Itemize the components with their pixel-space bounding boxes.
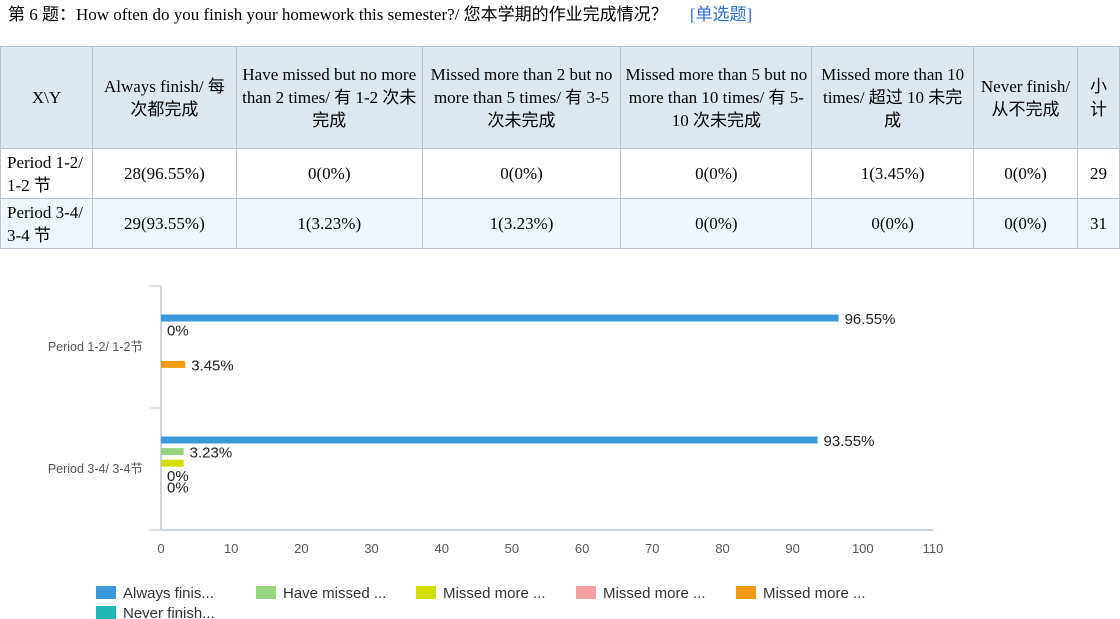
question-type-label: [单选题]	[689, 5, 753, 24]
data-label: 0%	[167, 479, 189, 496]
legend-label: Always finis...	[123, 585, 214, 602]
column-header: Missed more than 2 but no more than 5 ti…	[421, 46, 622, 149]
data-label: 0%	[167, 323, 189, 340]
x-tick-label: 80	[715, 541, 729, 556]
legend-label: Have missed ...	[283, 585, 386, 602]
x-tick-label: 110	[923, 541, 944, 556]
table-row: Period 3-4/ 3-4 节 29(93.55%) 1(3.23%) 1(…	[0, 198, 1120, 249]
x-tick-label: 30	[364, 541, 378, 556]
table-header-row: X\Y Always finish/ 每次都完成 Have missed but…	[0, 46, 1120, 149]
x-tick-label: 40	[434, 541, 448, 556]
x-tick-label: 10	[224, 541, 238, 556]
legend-swatch	[576, 586, 596, 599]
legend-label: Missed more ...	[763, 585, 866, 602]
table-cell: 1(3.45%)	[811, 148, 975, 199]
column-header: Have missed but no more than 2 times/ 有 …	[235, 46, 423, 149]
corner-header: X\Y	[0, 46, 93, 149]
data-label: 0%	[167, 468, 189, 485]
x-tick-label: 90	[785, 541, 799, 556]
legend-swatch	[96, 586, 116, 599]
legend-swatch	[96, 606, 116, 619]
x-tick-label: 60	[575, 541, 589, 556]
x-tick-label: 20	[294, 541, 308, 556]
table-cell: 0(0%)	[620, 198, 813, 249]
bar	[161, 436, 818, 444]
x-tick-label: 0	[157, 541, 164, 556]
question-text: 第 6 题：How often do you finish your homew…	[8, 5, 668, 24]
column-header: Missed more than 5 but no more than 10 t…	[620, 46, 813, 149]
legend-label: Missed more ...	[603, 585, 706, 602]
bar-chart: 0 10 20 30 40 50 60 70 80 90 100 110 Period 1-2/ 1-2…	[48, 285, 944, 619]
bar	[161, 459, 184, 467]
data-label: 3.45%	[191, 357, 234, 374]
legend-label: Never finish...	[123, 605, 215, 619]
column-header: Missed more than 10 times/ 超过 10 未完成	[811, 46, 975, 149]
table-cell: 0(0%)	[973, 148, 1078, 199]
bar	[161, 448, 184, 456]
subtotal-header: 小计	[1076, 46, 1120, 149]
table-row: Period 1-2/ 1-2 节 28(96.55%) 0(0%) 0(0%)…	[0, 148, 1120, 199]
table-cell: 1(3.23%)	[421, 198, 622, 249]
x-tick-label: 100	[852, 541, 874, 556]
question-title: 第 6 题：How often do you finish your homew…	[8, 0, 752, 25]
crosstab-table: X\Y Always finish/ 每次都完成 Have missed but…	[0, 46, 1120, 249]
table-cell: 0(0%)	[235, 148, 423, 199]
table-cell: 29(93.55%)	[91, 198, 237, 249]
table-cell: 0(0%)	[620, 148, 813, 199]
table-cell: 0(0%)	[811, 198, 975, 249]
column-header: Never finish/ 从不完成	[973, 46, 1078, 149]
data-label: 3.23%	[190, 445, 233, 462]
bar	[161, 360, 186, 368]
legend-swatch	[256, 586, 276, 599]
row-label: Period 1-2/ 1-2 节	[0, 148, 93, 199]
subtotal-cell: 31	[1076, 198, 1120, 249]
row-label: Period 3-4/ 3-4 节	[0, 198, 93, 249]
table-cell: 1(3.23%)	[235, 198, 423, 249]
column-header: Always finish/ 每次都完成	[91, 46, 237, 149]
category-label: Period 3-4/ 3-4节	[48, 462, 143, 476]
subtotal-cell: 29	[1076, 148, 1120, 199]
legend-label: Missed more ...	[443, 585, 546, 602]
category-label: Period 1-2/ 1-2节	[48, 340, 143, 354]
legend-swatch	[416, 586, 436, 599]
table-cell: 0(0%)	[421, 148, 622, 199]
bar	[161, 314, 839, 322]
x-tick-label: 50	[505, 541, 519, 556]
table-cell: 0(0%)	[973, 198, 1078, 249]
table-cell: 28(96.55%)	[91, 148, 237, 199]
x-tick-label: 70	[645, 541, 659, 556]
data-label: 96.55%	[845, 311, 896, 328]
legend-swatch	[736, 586, 756, 599]
data-label: 93.55%	[824, 433, 875, 450]
